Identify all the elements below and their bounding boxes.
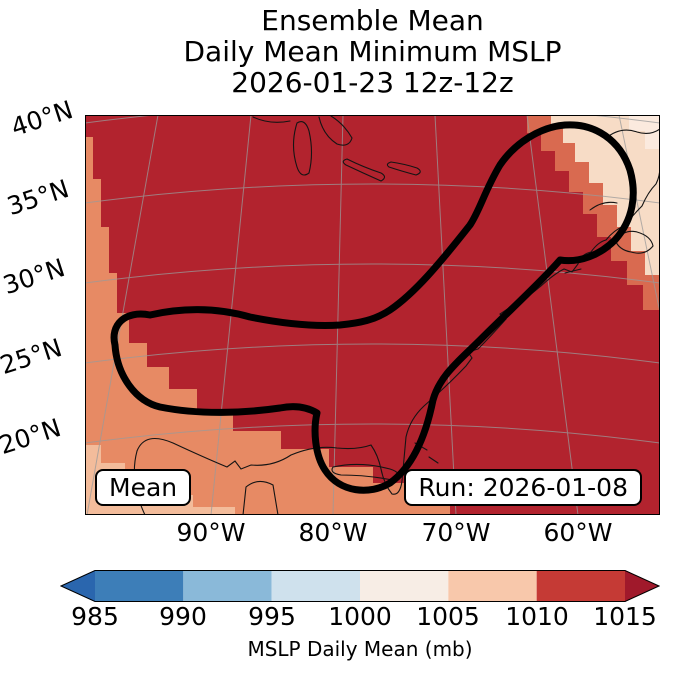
- cb-tick-990: 990: [159, 602, 207, 631]
- gulf-atlantic-coastline: [133, 165, 660, 515]
- long-island: [564, 268, 582, 274]
- colorbar-svg: [59, 570, 661, 602]
- field-southwest-lower-region: [85, 137, 450, 515]
- field-northeast-corner-patch: [629, 115, 660, 149]
- newfoundland-shore: [604, 128, 660, 140]
- lake-huron: [318, 115, 353, 146]
- lat-tick-30n: 30°N: [0, 252, 69, 301]
- lon-tick-70w: 70°W: [421, 518, 491, 547]
- title-line-1: Ensemble Mean: [261, 4, 484, 37]
- mean-label-box: Mean: [95, 469, 192, 506]
- colorbar-segment-1000-1005: [360, 570, 449, 602]
- colorbar: [59, 570, 661, 606]
- mslp-field-map: [85, 115, 660, 515]
- nova-scotia: [614, 230, 654, 254]
- lon-tick-80w: 80°W: [298, 518, 368, 547]
- colorbar-segment-1005-1010: [448, 570, 537, 602]
- lat-tick-25n: 25°N: [0, 332, 66, 381]
- lake-superior-shore: [252, 116, 291, 123]
- chart-title: Ensemble Mean Daily Mean Minimum MSLP 20…: [85, 5, 660, 98]
- cb-tick-995: 995: [248, 602, 296, 631]
- cb-tick-1010: 1010: [505, 602, 569, 631]
- lon-tick-90w: 90°W: [176, 518, 246, 547]
- cb-tick-1005: 1005: [416, 602, 480, 631]
- field-northeast-low-region: [551, 115, 660, 275]
- run-label-box: Run: 2026-01-08: [404, 469, 642, 506]
- cb-tick-985: 985: [71, 602, 119, 631]
- colorbar-segment-995-1000: [271, 570, 360, 602]
- map-border: [85, 115, 660, 515]
- colorbar-under-arrow: [61, 570, 95, 602]
- lat-tick-20n: 20°N: [0, 412, 65, 461]
- colorbar-outline: [59, 570, 661, 602]
- cb-tick-1000: 1000: [328, 602, 392, 631]
- colorbar-label: MSLP Daily Mean (mb): [247, 637, 473, 661]
- title-line-3: 2026-01-23 12z-12z: [231, 66, 514, 99]
- colorbar-segment-985-990: [95, 570, 184, 602]
- lat-tick-40n: 40°N: [7, 94, 77, 143]
- colorbar-over-arrow: [625, 570, 659, 602]
- lake-ontario: [386, 161, 421, 176]
- map-canvas: Mean Run: 2026-01-08: [85, 115, 660, 515]
- colorbar-segment-1010-1015: [536, 570, 625, 602]
- cb-tick-1015: 1015: [593, 602, 657, 631]
- yucatan: [242, 480, 279, 515]
- lake-erie: [342, 158, 386, 182]
- lat-tick-35n: 35°N: [3, 173, 73, 222]
- title-line-2: Daily Mean Minimum MSLP: [183, 35, 562, 68]
- gulf-st-lawrence-shore: [589, 201, 618, 211]
- lon-tick-60w: 60°W: [543, 518, 613, 547]
- ensemble-contour-outline: [110, 121, 637, 494]
- lake-michigan: [292, 121, 313, 176]
- colorbar-segment-990-995: [183, 570, 272, 602]
